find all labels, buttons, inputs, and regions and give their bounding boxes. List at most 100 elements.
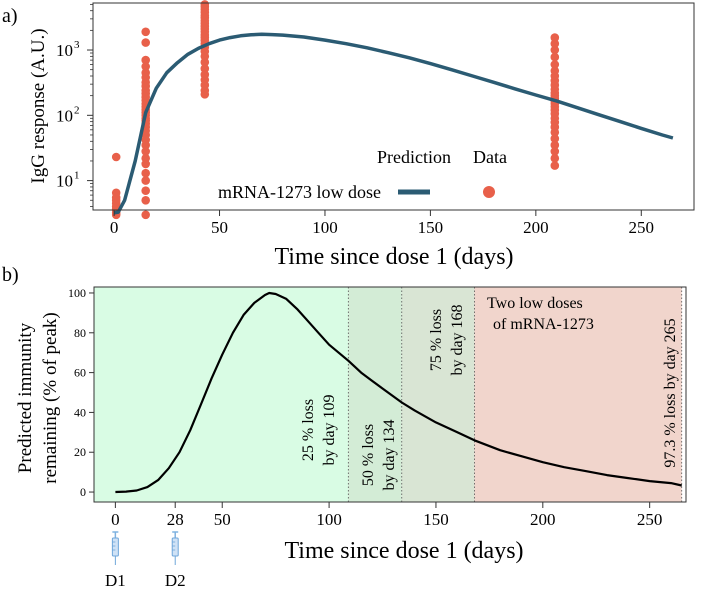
panel-b-annotations: 25 % loss by day 109 50 % loss by day 13… — [300, 295, 679, 491]
panel-b-x-ticks: 0 28 50 100 150 200 250 — [111, 502, 662, 529]
annotation-75-loss-line2: by day 168 — [449, 304, 466, 375]
syringe-icon-d2 — [171, 531, 179, 565]
x-tick-label: 150 — [423, 510, 449, 529]
panel-b-label: b) — [2, 264, 19, 286]
data-point — [550, 45, 560, 55]
immunity-curve — [115, 291, 682, 494]
x-tick-label: 100 — [312, 218, 338, 237]
data-point — [111, 188, 121, 198]
panel-a-label: a) — [2, 5, 18, 27]
data-point — [141, 168, 150, 178]
annotation-97-loss: 97.3 % loss by day 265 — [662, 318, 679, 467]
y-tick-label: 10 — [56, 172, 73, 191]
x-tick-label: 50 — [214, 510, 231, 529]
annotation-75-loss-line1: 75 % loss — [428, 309, 445, 371]
y-tick-label: 60 — [74, 366, 86, 380]
data-point — [550, 140, 560, 150]
panel-b-loss-zones — [94, 287, 683, 502]
annotation-25-loss-line1: 25 % loss — [300, 399, 317, 461]
prediction-curve — [113, 32, 674, 215]
data-point — [141, 210, 150, 220]
panel-a-y-axis-label: IgG response (A.U.) — [28, 28, 49, 183]
y-tick-label: 0 — [80, 485, 86, 499]
panel-b-y-axis-label-line1: Predicted immunity — [15, 322, 36, 473]
panel-b: b) 0 28 50 100 150 200 250 0 20 40 60 80 100 Time s… — [2, 264, 687, 590]
data-point — [141, 176, 150, 185]
data-point — [141, 27, 150, 37]
panel-b-y-axis-label-line2: remaining (% of peak) — [40, 312, 61, 483]
zone-75-loss — [401, 287, 475, 502]
x-tick-label: 50 — [211, 218, 228, 237]
panel-a-legend: Prediction Data mRNA-1273 low dose — [218, 147, 507, 202]
x-tick-label: 28 — [167, 510, 184, 529]
x-tick-label: 150 — [418, 218, 444, 237]
data-point — [550, 33, 560, 42]
data-point — [141, 147, 150, 156]
syringe-barrel — [171, 537, 179, 557]
zone-97-loss — [474, 287, 682, 502]
x-tick-label: 250 — [629, 218, 655, 237]
x-tick-label: 250 — [637, 510, 663, 529]
y-tick-label: 100 — [68, 286, 86, 300]
data-point — [111, 152, 121, 162]
data-point — [200, 57, 210, 67]
y-tick-label: 40 — [74, 405, 86, 419]
data-point — [550, 66, 560, 76]
zone-25-loss — [94, 287, 349, 502]
syringe-barrel — [111, 537, 119, 557]
data-point — [550, 154, 560, 163]
panel-b-frame — [93, 286, 687, 503]
dose-label-d1: D1 — [105, 571, 126, 590]
data-point — [141, 38, 150, 47]
annotation-50-loss-line2: by day 134 — [381, 419, 398, 490]
data-point — [550, 60, 560, 69]
annotation-25-loss-line2: by day 109 — [321, 394, 338, 465]
data-point — [200, 0, 210, 9]
panel-b-plot-area — [115, 291, 682, 494]
legend-header-data: Data — [473, 147, 507, 167]
panel-a-x-ticks: 0 50 100 150 200 250 — [110, 210, 654, 237]
data-point — [550, 52, 560, 62]
legend-entry-label: mRNA-1273 low dose — [218, 182, 381, 202]
syringe-icon-d1 — [111, 531, 119, 565]
data-point — [550, 39, 560, 48]
data-point — [141, 196, 150, 205]
y-tick-exponent: 2 — [74, 104, 80, 116]
data-point — [200, 64, 210, 73]
legend-data-swatch — [483, 186, 495, 198]
y-tick-label: 10 — [56, 41, 73, 60]
x-tick-label: 200 — [530, 510, 556, 529]
data-point — [141, 62, 150, 71]
data-point — [550, 161, 560, 170]
x-tick-label: 0 — [110, 218, 119, 237]
data-point — [550, 134, 560, 143]
data-point — [141, 55, 150, 65]
legend-header-prediction: Prediction — [377, 147, 451, 167]
y-tick-label: 10 — [56, 106, 73, 125]
panel-a-frame — [92, 2, 695, 211]
y-tick-label: 20 — [74, 445, 86, 459]
data-point — [141, 68, 150, 77]
panel-b-y-ticks: 0 20 40 60 80 100 — [68, 286, 94, 499]
panel-b-x-axis-label: Time since dose 1 (days) — [284, 538, 523, 564]
panel-a-x-axis-label: Time since dose 1 (days) — [274, 244, 513, 270]
annotation-regimen-line2: of mRNA-1273 — [493, 316, 594, 333]
data-point — [200, 70, 210, 79]
y-tick-exponent: 3 — [74, 39, 80, 51]
dose-markers: D1 D2 — [105, 531, 186, 590]
x-tick-label: 0 — [111, 510, 120, 529]
data-point — [141, 154, 150, 163]
annotation-regimen-line1: Two low doses — [487, 295, 583, 312]
dose-label-d2: D2 — [165, 571, 186, 590]
x-tick-label: 100 — [316, 510, 342, 529]
zone-50-loss — [348, 287, 402, 502]
panel-a-plot-area — [111, 0, 674, 220]
y-tick-label: 80 — [74, 326, 86, 340]
x-tick-label: 200 — [523, 218, 549, 237]
y-tick-exponent: 1 — [74, 170, 80, 182]
annotation-50-loss-line1: 50 % loss — [360, 424, 377, 486]
data-point — [141, 186, 150, 195]
